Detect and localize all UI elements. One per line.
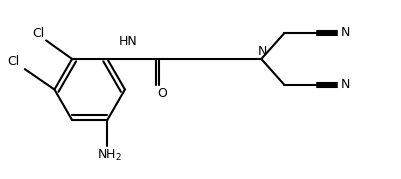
Text: N: N <box>340 26 350 39</box>
Text: NH$_2$: NH$_2$ <box>97 148 122 163</box>
Text: HN: HN <box>118 35 137 48</box>
Text: Cl: Cl <box>32 26 44 40</box>
Text: N: N <box>257 45 266 58</box>
Text: O: O <box>157 87 167 100</box>
Text: Cl: Cl <box>7 55 19 68</box>
Text: N: N <box>340 78 350 91</box>
